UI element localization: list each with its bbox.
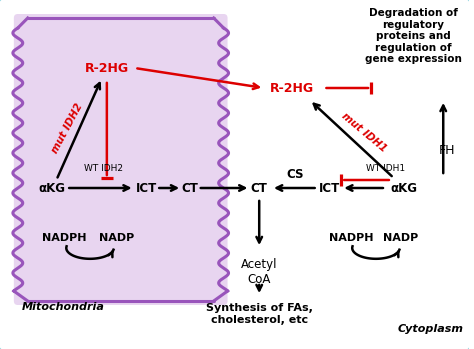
Text: NADPH: NADPH <box>42 233 87 243</box>
Text: WT IDH1: WT IDH1 <box>366 164 405 173</box>
Text: Mitochondria: Mitochondria <box>22 302 105 312</box>
Text: ICT: ICT <box>319 181 340 194</box>
Text: Acetyl
CoA: Acetyl CoA <box>241 258 277 286</box>
Text: αKG: αKG <box>38 181 65 194</box>
Text: mut IDH1: mut IDH1 <box>340 110 388 154</box>
Text: Cytoplasm: Cytoplasm <box>397 324 464 334</box>
FancyBboxPatch shape <box>14 14 228 305</box>
Text: NADPH: NADPH <box>329 233 374 243</box>
Text: NADP: NADP <box>383 233 419 243</box>
Text: ICT: ICT <box>136 181 157 194</box>
Text: CT: CT <box>251 181 268 194</box>
Text: mut IDH2: mut IDH2 <box>50 101 85 155</box>
Text: NADP: NADP <box>99 233 134 243</box>
Text: αKG: αKG <box>390 181 417 194</box>
Text: FH: FH <box>439 143 456 156</box>
Text: R-2HG: R-2HG <box>85 61 129 74</box>
Text: R-2HG: R-2HG <box>270 82 314 95</box>
Text: WT IDH2: WT IDH2 <box>84 164 123 173</box>
Text: Synthesis of FAs,
cholesterol, etc: Synthesis of FAs, cholesterol, etc <box>206 303 313 325</box>
Text: Degradation of
regulatory
proteins and
regulation of
gene expression: Degradation of regulatory proteins and r… <box>365 8 462 65</box>
Text: CT: CT <box>182 181 199 194</box>
Text: CS: CS <box>286 168 303 180</box>
